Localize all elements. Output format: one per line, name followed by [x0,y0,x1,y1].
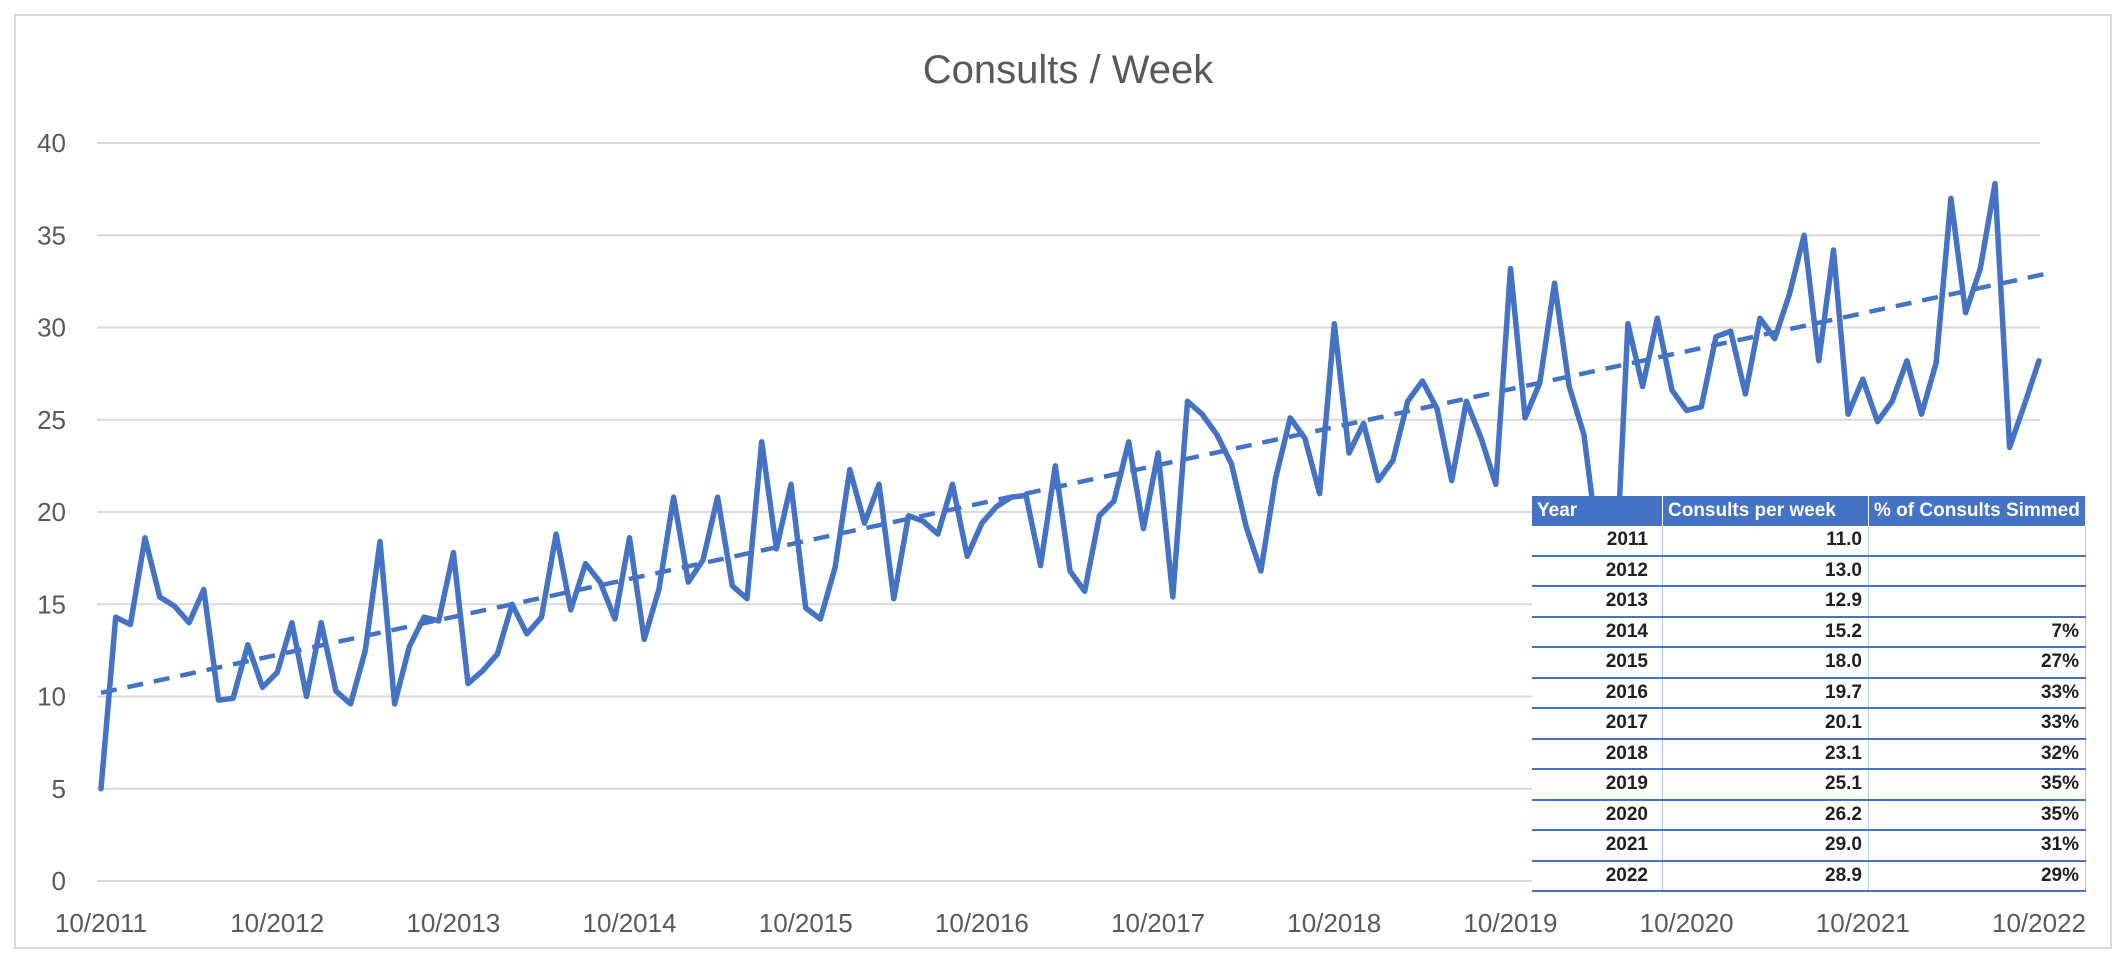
table-row: 2022 28.9 29% [1532,860,2086,892]
y-tick-label: 10 [37,682,66,712]
simmed-cell [1868,526,2086,557]
simmed-cell: 7% [1868,616,2086,648]
x-tick-label: 10/2014 [583,908,677,938]
consults-cell: 20.1 [1662,708,1869,740]
table-header-consults: Consults per week [1662,496,1869,526]
table-row: 2019 25.1 35% [1532,769,2086,801]
consults-cell: 28.9 [1662,860,1869,892]
x-tick-label: 10/2020 [1640,908,1734,938]
x-tick-label: 10/2011 [55,908,147,938]
y-tick-label: 5 [52,774,66,804]
x-tick-label: 10/2015 [759,908,853,938]
consults-cell: 18.0 [1662,647,1869,679]
consults-cell: 12.9 [1662,586,1869,618]
year-cell: 2015 [1532,647,1663,679]
year-cell: 2022 [1532,860,1663,892]
simmed-cell [1868,555,2086,587]
y-tick-label: 40 [37,128,66,158]
consults-cell: 25.1 [1662,769,1869,801]
simmed-cell: 32% [1868,738,2086,770]
simmed-cell: 33% [1868,677,2086,709]
simmed-cell: 35% [1868,769,2086,801]
year-cell: 2021 [1532,830,1663,862]
x-tick-label: 10/2022 [1992,908,2086,938]
table-row: 2020 26.2 35% [1532,799,2086,831]
table-row: 2017 20.1 33% [1532,708,2086,740]
year-cell: 2017 [1532,708,1663,740]
x-tick-label: 10/2013 [406,908,500,938]
year-cell: 2013 [1532,586,1663,618]
consults-cell: 23.1 [1662,738,1869,770]
table-row: 2021 29.0 31% [1532,830,2086,862]
simmed-cell: 35% [1868,799,2086,831]
x-tick-label: 10/2019 [1463,908,1557,938]
consults-cell: 11.0 [1662,526,1869,557]
year-cell: 2011 [1532,526,1663,557]
table-header-simmed: % of Consults Simmed [1868,496,2086,526]
data-table: Year Consults per week % of Consults Sim… [1532,496,2086,892]
year-cell: 2012 [1532,555,1663,587]
table-row: 2011 11.0 [1532,526,2086,557]
chart-title: Consults / Week [923,48,1214,92]
table-row: 2016 19.7 33% [1532,677,2086,709]
simmed-cell [1868,586,2086,618]
table-body: 2011 11.0 2012 13.0 2013 12.9 2014 15.2 7% 2015 18… [1532,526,2086,892]
consults-cell: 13.0 [1662,555,1869,587]
y-tick-label: 15 [37,589,66,619]
year-cell: 2020 [1532,799,1663,831]
x-tick-label: 10/2018 [1287,908,1381,938]
table-row: 2013 12.9 [1532,586,2086,618]
x-tick-label: 10/2016 [935,908,1029,938]
table-row: 2014 15.2 7% [1532,616,2086,648]
x-tick-label: 10/2021 [1816,908,1910,938]
simmed-cell: 27% [1868,647,2086,679]
consults-cell: 29.0 [1662,830,1869,862]
x-tick-label: 10/2017 [1111,908,1205,938]
table-header-row: Year Consults per week % of Consults Sim… [1532,496,2086,526]
consults-cell: 19.7 [1662,677,1869,709]
series-line [98,180,2042,792]
simmed-cell: 31% [1868,830,2086,862]
simmed-cell: 29% [1868,860,2086,892]
year-cell: 2019 [1532,769,1663,801]
y-tick-label: 35 [37,220,66,250]
x-tick-label: 10/2012 [230,908,324,938]
year-cell: 2016 [1532,677,1663,709]
y-tick-label: 25 [37,405,66,435]
chart-frame [14,14,2112,949]
table-header-year: Year [1532,496,1663,526]
y-tick-label: 0 [52,866,66,896]
table-row: 2015 18.0 27% [1532,647,2086,679]
table-row: 2018 23.1 32% [1532,738,2086,770]
simmed-cell: 33% [1868,708,2086,740]
consults-cell: 26.2 [1662,799,1869,831]
table-row: 2012 13.0 [1532,555,2086,587]
consults-cell: 15.2 [1662,616,1869,648]
year-cell: 2014 [1532,616,1663,648]
year-cell: 2018 [1532,738,1663,770]
y-tick-label: 30 [37,313,66,343]
y-tick-label: 20 [37,497,66,527]
trendline [100,269,2055,696]
